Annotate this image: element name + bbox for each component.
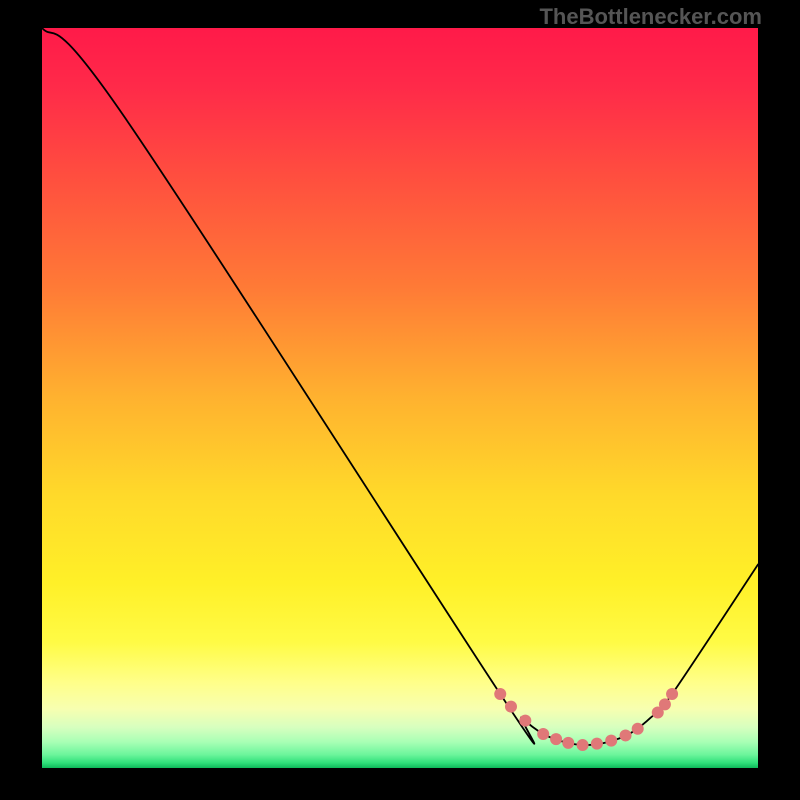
- scatter-point: [519, 715, 531, 727]
- gradient-plot: [42, 28, 758, 768]
- scatter-point: [577, 739, 589, 751]
- watermark-text: TheBottlenecker.com: [539, 4, 762, 30]
- scatter-point: [494, 688, 506, 700]
- scatter-point: [591, 738, 603, 750]
- scatter-point: [537, 728, 549, 740]
- chart-stage: TheBottlenecker.com: [0, 0, 800, 800]
- scatter-point: [632, 723, 644, 735]
- scatter-point: [505, 701, 517, 713]
- gradient-background: [42, 28, 758, 768]
- scatter-point: [666, 688, 678, 700]
- scatter-point: [620, 729, 632, 741]
- scatter-point: [550, 733, 562, 745]
- scatter-point: [605, 735, 617, 747]
- scatter-point: [562, 737, 574, 749]
- scatter-point: [659, 698, 671, 710]
